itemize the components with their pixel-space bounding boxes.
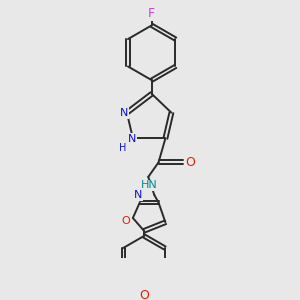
Text: N: N [134,190,142,200]
Text: O: O [139,290,149,300]
Text: O: O [185,156,195,169]
Text: O: O [122,216,130,226]
Text: N: N [120,108,128,118]
Text: HN: HN [141,181,158,190]
Text: N: N [128,134,136,144]
Text: H: H [119,143,126,153]
Text: F: F [148,7,155,20]
